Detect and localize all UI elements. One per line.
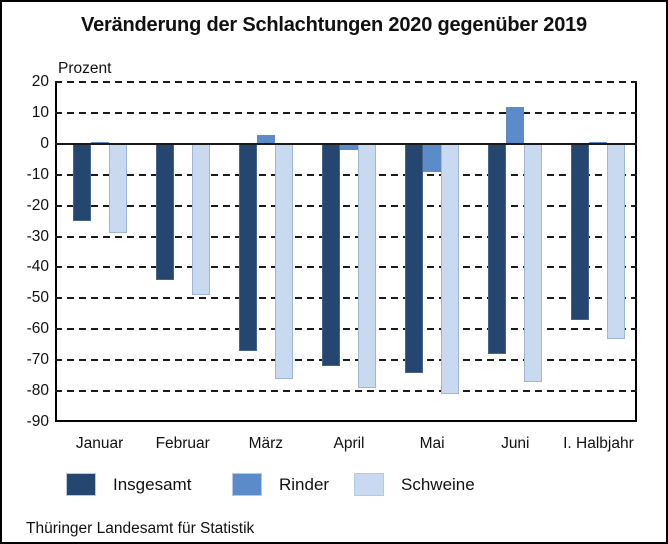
x-tick-label-februar: Februar	[155, 435, 210, 452]
x-tick-label-ihalbjahr: I. Halbjahr	[563, 435, 634, 452]
legend-swatch-rinder	[232, 473, 262, 496]
bar-schweine-mrz	[274, 143, 293, 379]
legend-label-rinder: Rinder	[279, 474, 330, 494]
y-tick-label--20: -20	[26, 196, 49, 214]
bar-rinder-mai	[423, 143, 442, 172]
bar-insgesamt-juni	[488, 143, 507, 354]
y-axis-unit-label: Prozent	[58, 60, 112, 77]
bar-insgesamt-april	[322, 143, 340, 367]
gridline--30	[55, 235, 637, 238]
gridline--70	[55, 359, 637, 362]
gridline--60	[55, 328, 637, 331]
bar-schweine-juni	[524, 143, 543, 382]
legend-swatch-schweine	[354, 473, 384, 496]
x-tick-label-juni: Juni	[501, 435, 530, 452]
source-attribution: Thüringer Landesamt für Statistik	[26, 520, 255, 537]
gridline--50	[55, 297, 637, 300]
y-tick-label--90: -90	[26, 413, 49, 430]
legend-swatch-insgesamt	[66, 473, 96, 496]
bar-schweine-januar	[108, 143, 127, 234]
bar-insgesamt-januar	[72, 143, 91, 222]
bar-schweine-april	[358, 143, 376, 388]
x-tick-label-april: April	[333, 435, 365, 452]
bar-schweine-mai	[441, 143, 460, 395]
bar-schweine-februar	[191, 143, 210, 296]
gridline--40	[55, 266, 637, 269]
zero-line	[55, 142, 637, 145]
bar-schweine-ihalbjahr	[607, 143, 626, 339]
plot-area	[55, 82, 637, 422]
y-tick-label--10: -10	[26, 165, 49, 183]
y-tick-label--60: -60	[26, 320, 49, 338]
gridline-10	[55, 111, 637, 114]
chart-title: Veränderung der Schlachtungen 2020 gegen…	[81, 14, 587, 36]
bar-insgesamt-mai	[405, 143, 424, 373]
bar-insgesamt-mrz	[238, 143, 257, 351]
y-tick-label-0: 0	[40, 134, 49, 152]
bar-rinder-juni	[506, 106, 525, 144]
y-tick-label--80: -80	[26, 382, 49, 400]
gridline--80	[55, 390, 637, 393]
legend-label-insgesamt: Insgesamt	[113, 474, 192, 494]
legend-item-insgesamt: Insgesamt	[66, 473, 191, 496]
y-tick-label--40: -40	[26, 258, 49, 276]
y-tick-label-20: 20	[31, 73, 49, 90]
x-tick-label-januar: Januar	[75, 435, 124, 452]
legend-item-schweine: Schweine	[354, 473, 475, 496]
gridline--10	[55, 173, 637, 176]
y-tick-label--30: -30	[26, 227, 49, 245]
x-tick-label-mai: Mai	[419, 435, 445, 452]
gridline-20	[55, 81, 637, 83]
y-tick-label--70: -70	[26, 351, 49, 369]
gridline--20	[55, 204, 637, 207]
y-tick-label--50: -50	[26, 289, 49, 307]
legend-item-rinder: Rinder	[232, 473, 329, 496]
legend-label-schweine: Schweine	[401, 474, 475, 494]
x-tick-label-mrz: März	[248, 435, 284, 452]
bar-insgesamt-februar	[155, 143, 174, 280]
y-tick-label-10: 10	[31, 103, 49, 121]
bar-insgesamt-ihalbjahr	[571, 143, 590, 320]
